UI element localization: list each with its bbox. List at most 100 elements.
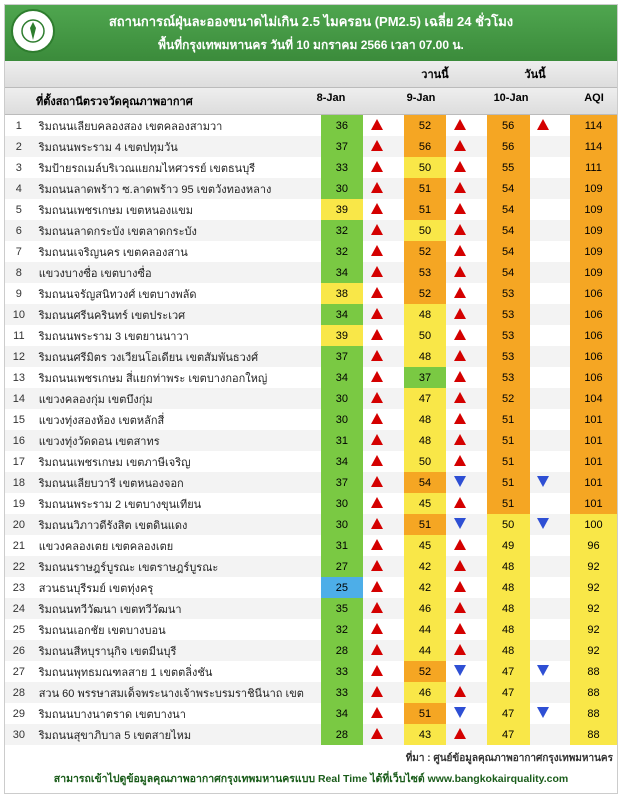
up-arrow-icon bbox=[371, 665, 383, 676]
arrow-d1 bbox=[363, 619, 391, 640]
val-d3: 54 bbox=[487, 220, 530, 241]
up-arrow-icon bbox=[371, 497, 383, 508]
arrow-d3 bbox=[530, 304, 558, 325]
val-d1: 30 bbox=[321, 514, 364, 535]
arrow-d1 bbox=[363, 514, 391, 535]
up-arrow-icon bbox=[371, 518, 383, 529]
val-d1: 33 bbox=[321, 661, 364, 682]
station-name: ริมถนนบางนาตราด เขตบางนา bbox=[33, 703, 321, 724]
up-arrow-icon bbox=[371, 686, 383, 697]
up-arrow-icon bbox=[454, 308, 466, 319]
table-row: 23สวนธนบุรีรมย์ เขตทุ่งครุ25424892 bbox=[5, 577, 617, 598]
station-name: ริมถนนลาดกระบัง เขตลาดกระบัง bbox=[33, 220, 321, 241]
row-num: 13 bbox=[5, 367, 33, 388]
station-name: ริมถนนพระราม 4 เขตปทุมวัน bbox=[33, 136, 321, 157]
up-arrow-icon bbox=[454, 350, 466, 361]
up-arrow-icon bbox=[454, 140, 466, 151]
row-num: 4 bbox=[5, 178, 33, 199]
up-arrow-icon bbox=[454, 581, 466, 592]
arrow-d1 bbox=[363, 178, 391, 199]
header-title-1: สถานการณ์ฝุ่นละอองขนาดไม่เกิน 2.5 ไมครอน… bbox=[9, 11, 613, 32]
val-d2: 51 bbox=[404, 703, 447, 724]
table-row: 11ริมถนนพระราม 3 เขตยานนาวา395053106 bbox=[5, 325, 617, 346]
arrow-d3 bbox=[530, 430, 558, 451]
arrow-d3 bbox=[530, 325, 558, 346]
col-d1: 8-Jan bbox=[301, 88, 361, 114]
val-d1: 32 bbox=[321, 241, 364, 262]
table-row: 19ริมถนนพระราม 2 เขตบางขุนเทียน304551101 bbox=[5, 493, 617, 514]
val-d1: 39 bbox=[321, 199, 364, 220]
aqi-val: 106 bbox=[570, 346, 617, 367]
row-num: 15 bbox=[5, 409, 33, 430]
val-d3: 48 bbox=[487, 640, 530, 661]
up-arrow-icon bbox=[454, 623, 466, 634]
row-num: 26 bbox=[5, 640, 33, 661]
row-num: 6 bbox=[5, 220, 33, 241]
today-label: วันนี้ bbox=[485, 61, 585, 87]
up-arrow-icon bbox=[371, 182, 383, 193]
station-name: ริมถนนพระราม 3 เขตยานนาวา bbox=[33, 325, 321, 346]
val-d2: 46 bbox=[404, 682, 447, 703]
val-d2: 48 bbox=[404, 430, 447, 451]
arrow-d2 bbox=[446, 199, 474, 220]
aqi-val: 106 bbox=[570, 304, 617, 325]
val-d1: 32 bbox=[321, 220, 364, 241]
down-arrow-icon bbox=[454, 476, 466, 487]
val-d3: 49 bbox=[487, 535, 530, 556]
arrow-d3 bbox=[530, 640, 558, 661]
arrow-d2 bbox=[446, 220, 474, 241]
table-row: 4ริมถนนลาดพร้าว ซ.ลาดพร้าว 95 เขตวังทองห… bbox=[5, 178, 617, 199]
aqi-val: 106 bbox=[570, 367, 617, 388]
row-num: 18 bbox=[5, 472, 33, 493]
up-arrow-icon bbox=[371, 350, 383, 361]
val-d2: 50 bbox=[404, 220, 447, 241]
arrow-d1 bbox=[363, 304, 391, 325]
row-num: 8 bbox=[5, 262, 33, 283]
arrow-d3 bbox=[530, 388, 558, 409]
arrow-d2 bbox=[446, 325, 474, 346]
arrow-d3 bbox=[530, 178, 558, 199]
val-d3: 51 bbox=[487, 409, 530, 430]
val-d1: 37 bbox=[321, 472, 364, 493]
arrow-d2 bbox=[446, 157, 474, 178]
row-num: 17 bbox=[5, 451, 33, 472]
yesterday-label: วานนี้ bbox=[385, 61, 485, 87]
aqi-val: 92 bbox=[570, 640, 617, 661]
up-arrow-icon bbox=[537, 119, 549, 130]
row-num: 5 bbox=[5, 199, 33, 220]
row-num: 16 bbox=[5, 430, 33, 451]
up-arrow-icon bbox=[371, 413, 383, 424]
up-arrow-icon bbox=[371, 434, 383, 445]
row-num: 25 bbox=[5, 619, 33, 640]
val-d1: 28 bbox=[321, 724, 364, 745]
station-name: ริมถนนเอกชัย เขตบางบอน bbox=[33, 619, 321, 640]
val-d2: 45 bbox=[404, 493, 447, 514]
arrow-d3 bbox=[530, 115, 558, 136]
down-arrow-icon bbox=[537, 665, 549, 676]
arrow-d2 bbox=[446, 514, 474, 535]
up-arrow-icon bbox=[454, 497, 466, 508]
val-d1: 31 bbox=[321, 535, 364, 556]
aqi-val: 92 bbox=[570, 598, 617, 619]
val-d2: 42 bbox=[404, 577, 447, 598]
up-arrow-icon bbox=[371, 371, 383, 382]
arrow-d1 bbox=[363, 430, 391, 451]
arrow-d1 bbox=[363, 703, 391, 724]
aqi-val: 106 bbox=[570, 283, 617, 304]
up-arrow-icon bbox=[454, 266, 466, 277]
row-num: 9 bbox=[5, 283, 33, 304]
val-d2: 37 bbox=[404, 367, 447, 388]
val-d2: 52 bbox=[404, 283, 447, 304]
aqi-val: 109 bbox=[570, 178, 617, 199]
up-arrow-icon bbox=[371, 539, 383, 550]
arrow-d3 bbox=[530, 472, 558, 493]
row-num: 11 bbox=[5, 325, 33, 346]
arrow-d2 bbox=[446, 367, 474, 388]
val-d1: 30 bbox=[321, 388, 364, 409]
station-name: ริมถนนเลียบคลองสอง เขตคลองสามวา bbox=[33, 115, 321, 136]
table-row: 27ริมถนนพุทธมณฑลสาย 1 เขตตลิ่งชัน3352478… bbox=[5, 661, 617, 682]
row-num: 28 bbox=[5, 682, 33, 703]
val-d3: 54 bbox=[487, 199, 530, 220]
aqi-val: 114 bbox=[570, 136, 617, 157]
val-d2: 48 bbox=[404, 304, 447, 325]
